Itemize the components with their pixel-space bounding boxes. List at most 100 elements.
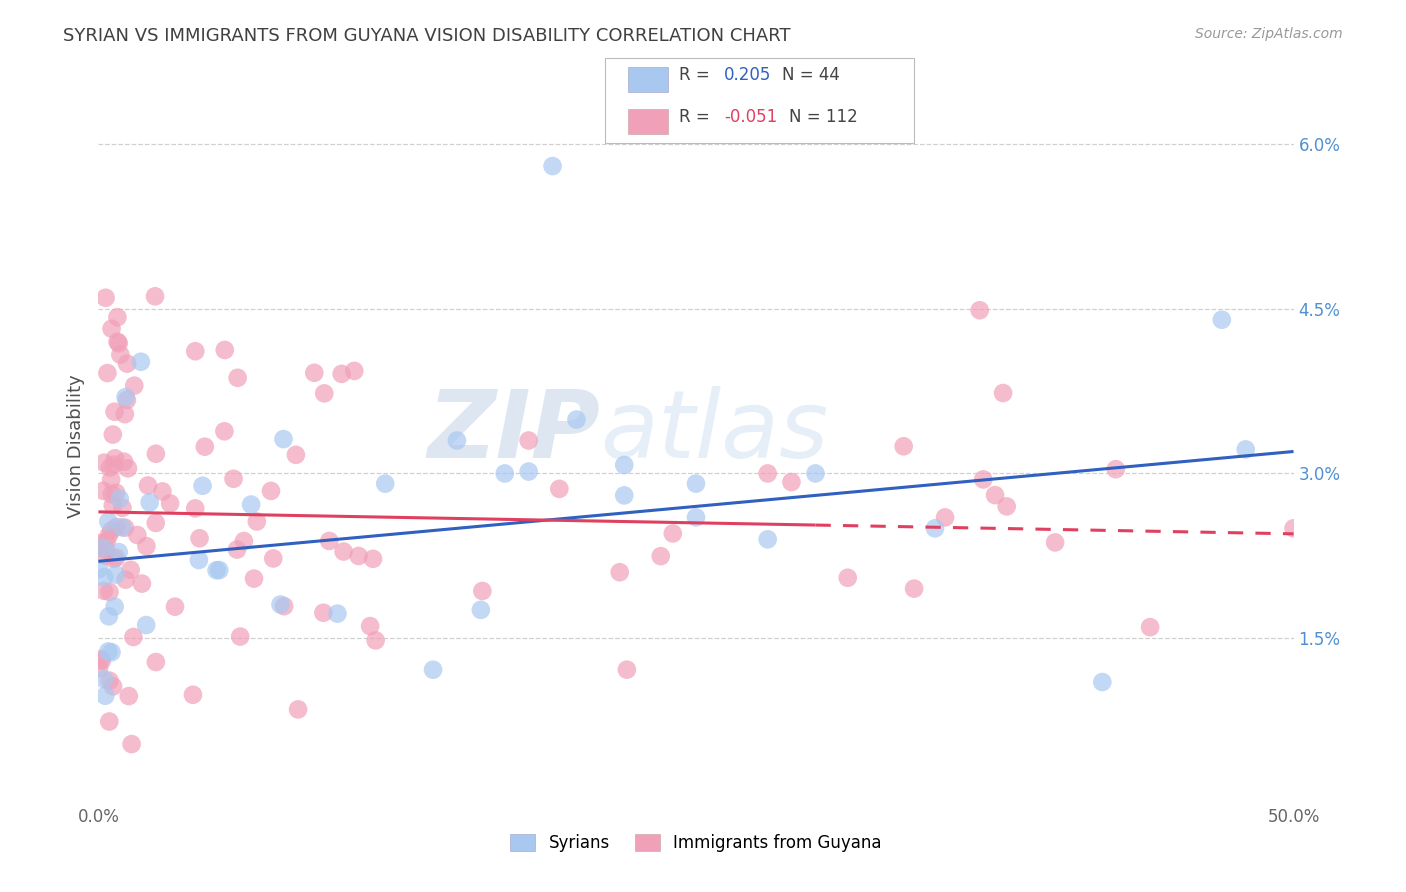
Point [98,460,121,475]
Point [129,355,152,369]
Point [122,630,145,644]
Point [343,364,366,378]
Point [143,289,166,303]
Point [110,348,132,362]
Point [100,524,122,538]
Point [184,501,207,516]
Point [364,633,387,648]
Point [893,439,915,453]
Point [184,344,207,359]
Point [100,645,122,659]
Point [117,461,139,475]
Point [118,689,141,703]
Point [87,661,110,675]
Point [91,541,114,555]
Point [93,583,115,598]
Point [145,447,167,461]
Point [565,412,588,426]
Point [94,543,117,558]
Point [105,485,128,500]
Point [318,533,340,548]
Point [114,573,136,587]
Point [101,427,124,442]
Point [214,425,236,439]
Point [1234,442,1257,457]
Point [103,551,125,566]
Point [100,487,122,501]
Point [613,488,636,502]
Point [94,291,117,305]
Point [205,563,228,577]
Point [312,606,335,620]
Point [121,737,143,751]
Point [1139,620,1161,634]
Text: Source: ZipAtlas.com: Source: ZipAtlas.com [1195,27,1343,41]
Point [93,549,115,563]
Point [107,334,129,349]
Point [685,476,707,491]
Point [191,479,214,493]
Point [145,516,167,530]
Point [103,458,125,472]
Point [446,434,468,448]
Point [269,598,291,612]
Point [115,357,138,371]
Point [96,366,118,380]
Point [98,714,121,729]
Point [163,599,186,614]
Point [208,563,231,577]
Point [650,549,672,563]
Point [87,562,110,576]
Point [613,458,636,472]
Point [114,390,136,404]
Point [662,526,685,541]
Point [903,582,925,596]
Point [1211,312,1233,326]
Point [934,510,956,524]
Point [135,618,157,632]
Point [304,366,326,380]
Point [229,630,252,644]
Point [87,541,110,555]
Point [89,536,111,550]
Point [107,310,129,325]
Point [104,451,127,466]
Text: N = 112: N = 112 [789,108,858,126]
Point [112,455,135,469]
Point [780,475,803,489]
Text: 0.205: 0.205 [724,66,772,84]
Text: atlas: atlas [600,386,828,477]
Point [105,520,128,534]
Point [984,488,1007,502]
Point [107,336,129,351]
Point [93,456,115,470]
Point [273,432,295,446]
Point [262,551,284,566]
Point [103,405,125,419]
Point [273,599,295,614]
Point [246,515,269,529]
Point [115,392,138,407]
Point [93,673,115,687]
Point [97,609,120,624]
Point [326,607,349,621]
Point [995,500,1018,514]
Point [98,585,121,599]
Point [97,515,120,529]
Point [107,545,129,559]
Point [131,576,153,591]
Point [120,563,142,577]
Point [517,465,540,479]
Point [541,159,564,173]
Text: N = 44: N = 44 [782,66,839,84]
Legend: Syrians, Immigrants from Guyana: Syrians, Immigrants from Guyana [503,827,889,859]
Point [991,386,1014,401]
Point [804,467,827,481]
Point [93,570,115,584]
Point [470,603,492,617]
Point [287,702,309,716]
Point [517,434,540,448]
Point [330,367,353,381]
Point [260,483,283,498]
Point [194,440,217,454]
